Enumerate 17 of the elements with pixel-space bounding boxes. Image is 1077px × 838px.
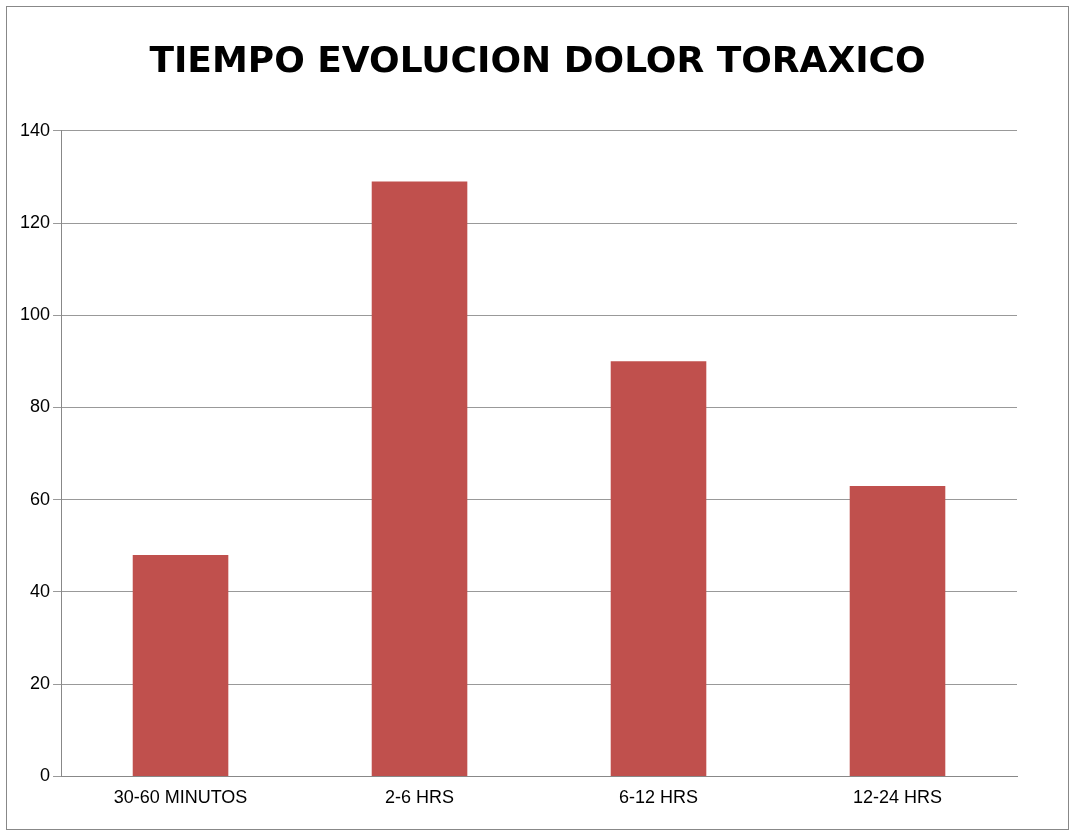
- x-tick-label: 6-12 HRS: [619, 787, 699, 808]
- y-tick-label: 80: [30, 396, 51, 417]
- bar: [610, 361, 707, 776]
- y-tick-label: 100: [19, 304, 51, 325]
- y-tick-label: 40: [30, 580, 51, 601]
- bar: [132, 555, 229, 776]
- x-tick-label: 30-60 MINUTOS: [113, 787, 248, 808]
- x-tick-label: 12-24 HRS: [852, 787, 943, 808]
- y-tick-label: 0: [40, 765, 51, 786]
- y-tick-label: 20: [30, 673, 51, 694]
- bar: [371, 181, 468, 776]
- bar: [849, 485, 946, 776]
- y-tick-label: 60: [30, 488, 51, 509]
- chart-title: TIEMPO EVOLUCION DOLOR TORAXICO: [148, 39, 927, 80]
- y-tick-label: 120: [19, 212, 51, 232]
- y-tick-label: 140: [19, 119, 51, 140]
- x-tick-label: 2-6 HRS: [385, 787, 455, 808]
